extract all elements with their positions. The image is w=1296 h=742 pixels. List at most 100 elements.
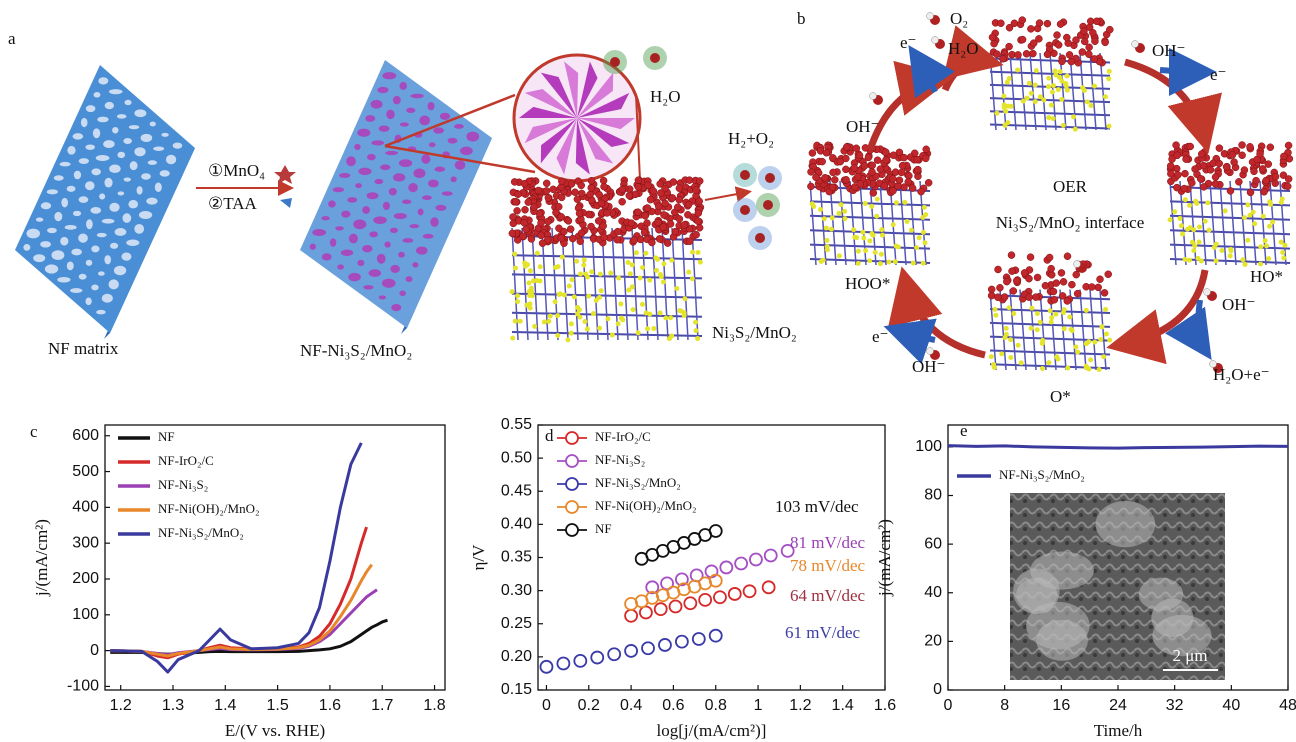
atom [873,156,882,164]
atom [1065,51,1074,59]
atom [566,225,575,233]
atom [1051,83,1057,89]
atom [1032,82,1038,88]
atom [1063,252,1072,261]
atom [646,195,655,204]
atom [1102,94,1108,100]
y-tick-label: 0.30 [501,582,532,599]
atom [987,291,996,300]
atom [920,229,926,235]
composite-pore [362,206,371,214]
atom [1107,337,1113,343]
atom [555,332,561,338]
atom [843,143,851,151]
lattice [531,227,539,341]
legend-swatch [565,454,579,468]
atom [656,180,664,188]
atom [1266,256,1272,262]
composite-pore [358,167,372,176]
composite-pore [362,244,373,253]
atom [926,12,934,20]
foam-pore [73,170,82,180]
atom [922,154,930,163]
lattice [989,70,1111,77]
foam-pore [96,309,106,315]
atom [831,176,839,184]
lattice [1089,52,1097,131]
foam-pore [138,210,153,220]
atom [922,240,928,246]
atom [663,239,672,247]
x-tick-label: 8 [1000,697,1009,714]
atom [1106,68,1112,74]
composite-pore [329,238,337,247]
atom [876,165,885,173]
x-tick-label: 1.6 [874,697,896,714]
atom [854,235,860,241]
atom [671,227,680,236]
composite-pore [412,262,419,268]
atom [1191,248,1197,254]
atom [1057,74,1063,80]
atom [829,168,837,177]
atom [654,218,662,227]
atom [689,276,695,282]
atom [1196,239,1202,245]
atom [1167,217,1173,223]
data-point [674,572,689,587]
atom [544,194,553,202]
atom [657,310,663,316]
atom [1096,275,1104,283]
atom [1032,99,1038,105]
atom [1195,255,1201,261]
atom [1046,75,1052,81]
atom [886,259,892,265]
y-tick-label: 0.55 [501,416,532,433]
foam-pore [128,199,139,209]
atom [1054,41,1063,49]
atom [1018,16,1027,24]
foam-pore [140,133,153,143]
atom [595,190,603,199]
atom [1006,305,1012,311]
atom [1084,99,1090,105]
atom [1213,241,1219,247]
atom [1046,115,1052,121]
y-axis-label: η/V [469,544,488,571]
atom [993,312,999,318]
atom [577,189,586,198]
atom [596,294,602,300]
data-point [674,634,689,649]
atom [1063,297,1072,305]
zoom-line [635,94,641,181]
data-point [641,641,655,656]
lattice [591,227,599,341]
atom [1283,182,1292,191]
atom [1018,35,1027,44]
atom [920,260,926,266]
atom [1284,175,1293,183]
atom [1090,55,1099,63]
atom [661,199,669,208]
atom [1057,269,1066,277]
atom [850,164,859,172]
foam-pore [104,255,112,265]
atom [1022,50,1031,58]
atom [1060,122,1066,128]
composite-pore [353,219,367,230]
foam-pore [108,279,119,290]
lattice [641,227,649,341]
y-tick-label: 0.35 [501,549,532,566]
atom [855,260,861,266]
atom [889,151,898,159]
data-point [645,580,660,595]
atom [1250,167,1258,176]
atom [1278,239,1284,245]
illustrations [15,12,1294,373]
species-label: OH⁻ [846,117,880,136]
atom [994,293,1002,301]
atom [808,149,817,157]
composite-pore [417,208,424,216]
atom [512,265,518,271]
atom [1196,175,1205,183]
